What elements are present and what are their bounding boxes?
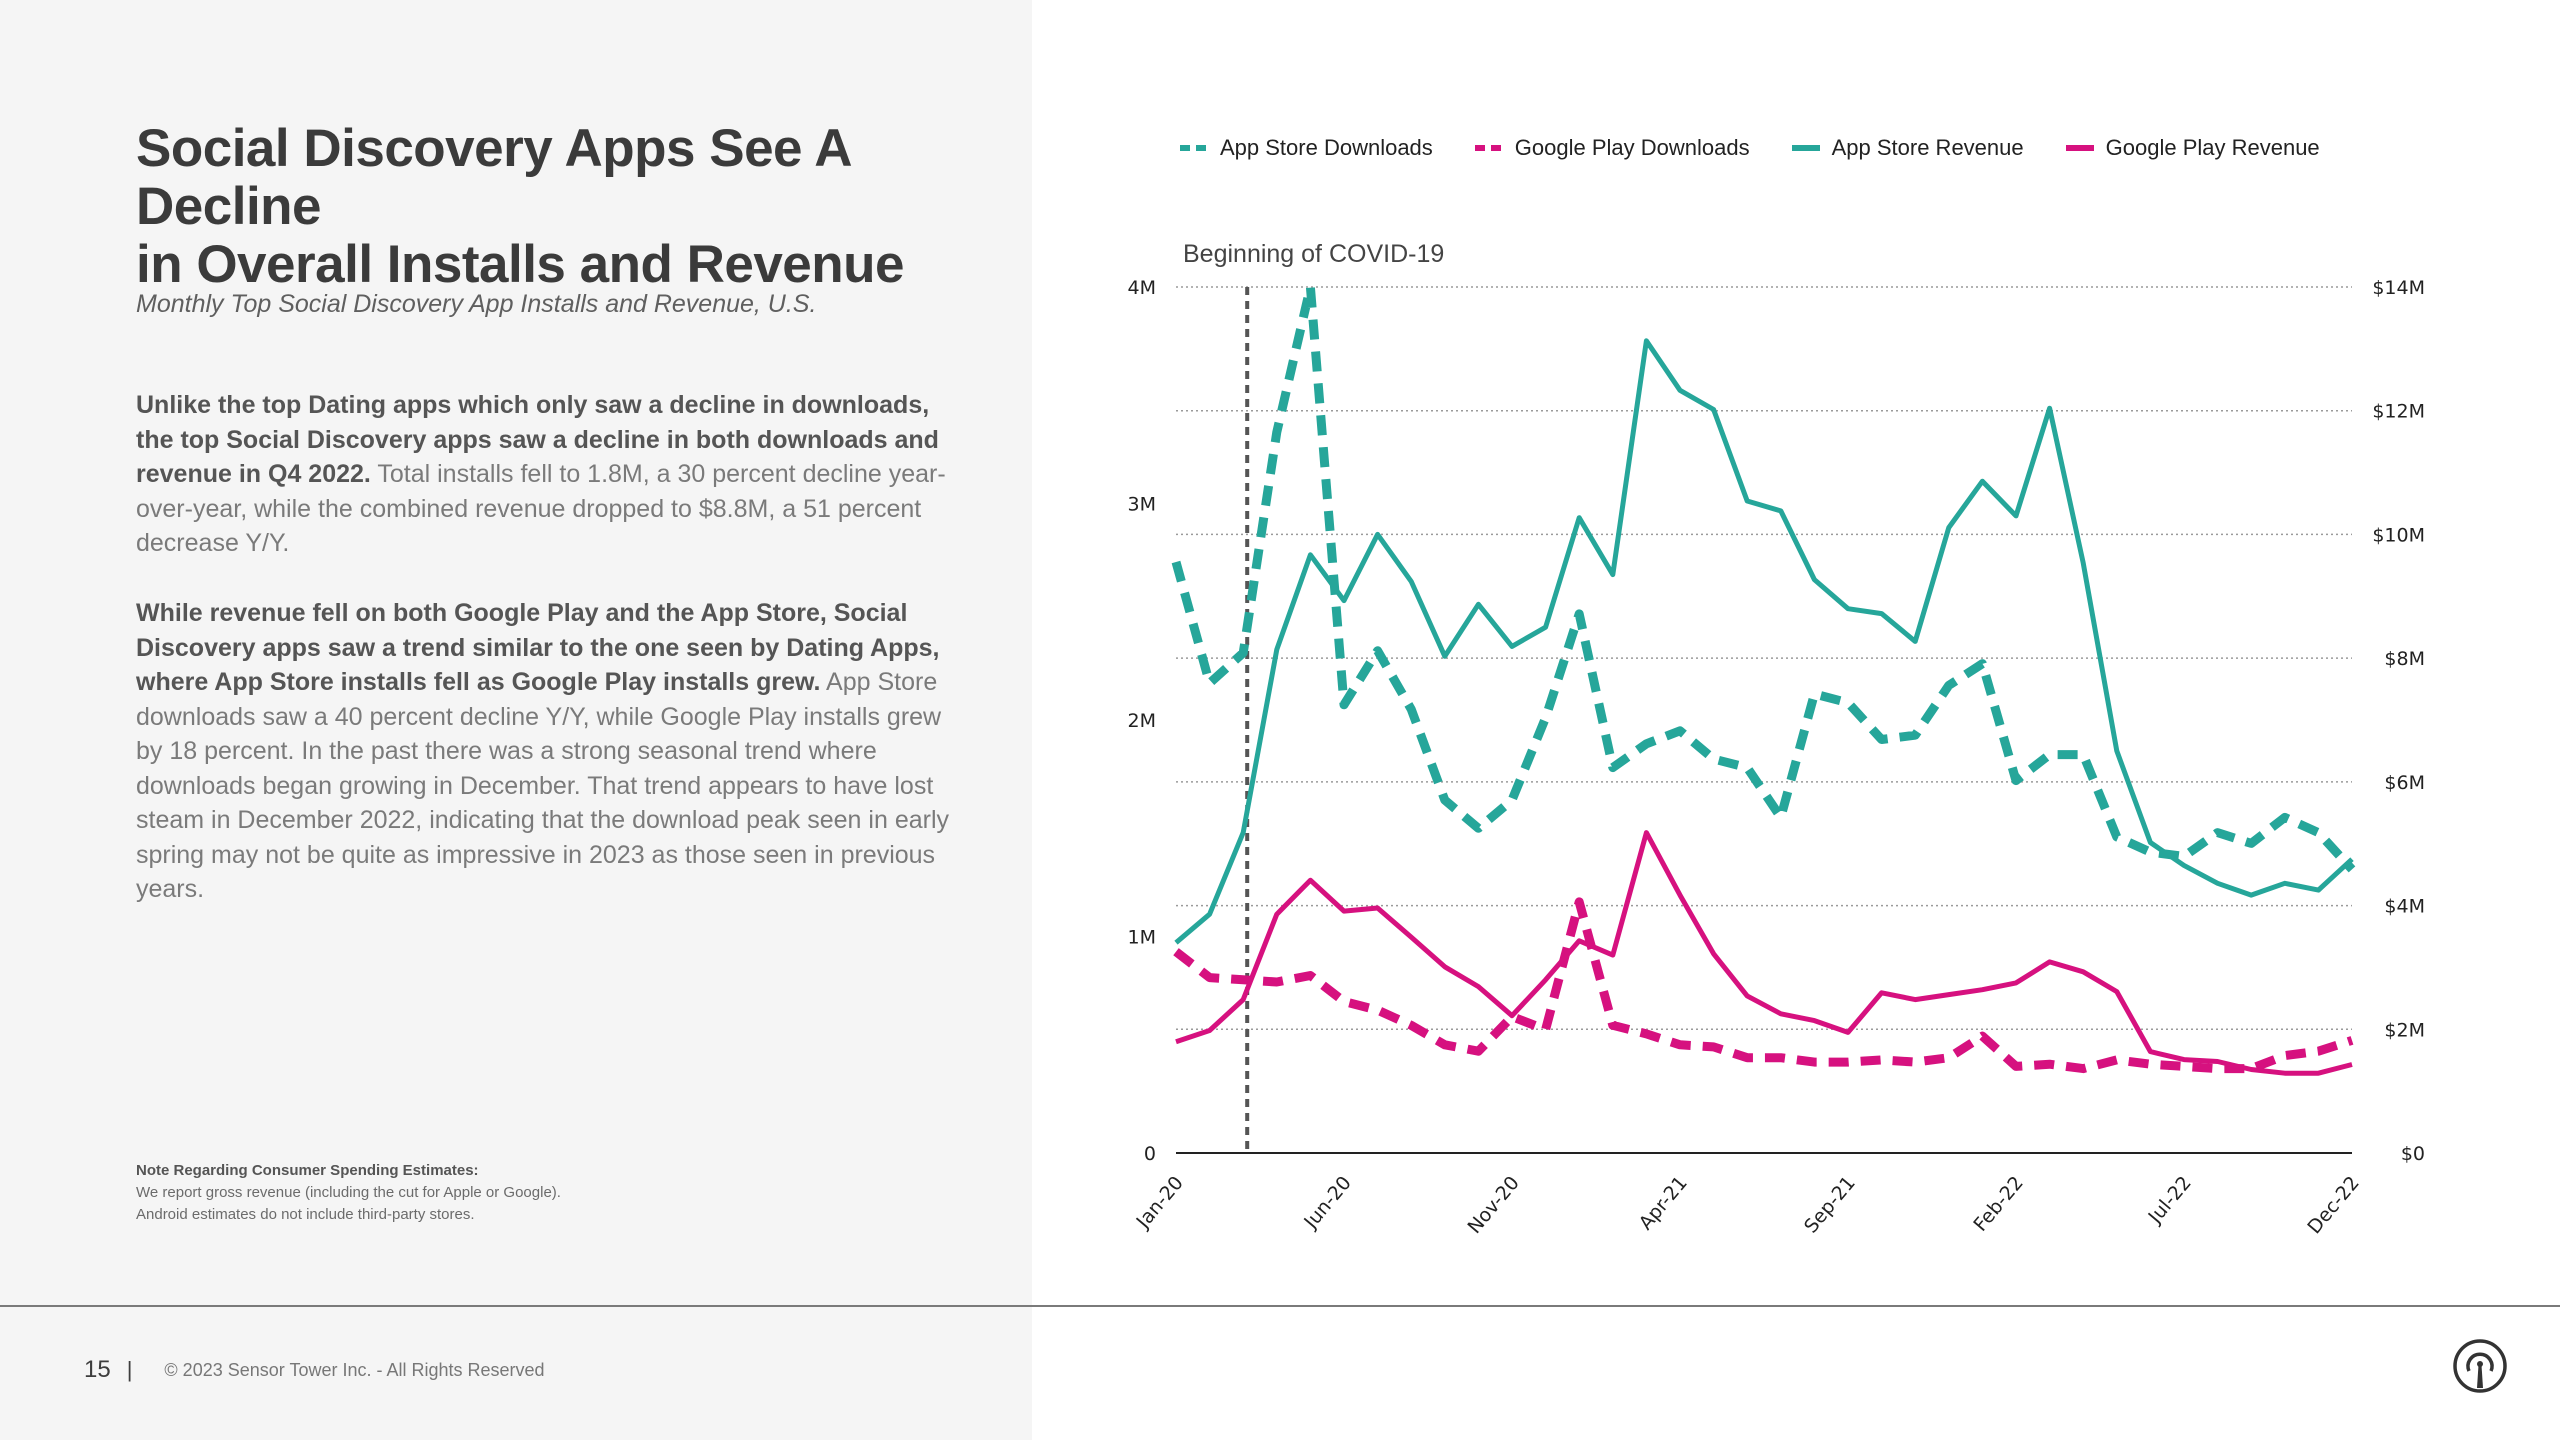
legend-swatch-dashed-teal <box>1180 145 1208 151</box>
legend-item-app-store-downloads[interactable]: App Store Downloads <box>1180 135 1433 161</box>
paragraph-2-bold: While revenue fell on both Google Play a… <box>136 599 940 696</box>
page-number: 15 <box>84 1356 111 1383</box>
legend-label: Google Play Revenue <box>2105 135 2320 160</box>
x-tick-label: Jun-20 <box>1299 1172 1356 1233</box>
sensor-tower-logo-icon <box>2453 1339 2507 1393</box>
note-title: Note Regarding Consumer Spending Estimat… <box>136 1162 479 1179</box>
y-right-tick-label: $12M <box>2372 401 2425 423</box>
x-tick-label: Dec-22 <box>2303 1172 2363 1238</box>
legend-swatch-solid-teal <box>1791 145 1820 151</box>
y-left-tick-label: 3M <box>1128 494 1156 516</box>
legend-swatch-solid-magenta <box>2065 145 2094 151</box>
note-line-1: We report gross revenue (including the c… <box>136 1184 561 1201</box>
legend-swatch-dashed-magenta <box>1474 145 1503 151</box>
footer-divider <box>0 1305 2560 1307</box>
spending-note: Note Regarding Consumer Spending Estimat… <box>136 1160 836 1226</box>
paragraph-2-text: App Store downloads saw a 40 percent dec… <box>136 668 950 903</box>
series-google-play-revenue <box>1175 830 2353 1076</box>
left-text-panel <box>0 0 1032 1440</box>
legend-label: App Store Revenue <box>1831 135 2024 160</box>
grid-lines <box>1176 286 2352 1031</box>
paragraph-1: Unlike the top Dating apps which only sa… <box>136 388 956 561</box>
copyright-text: © 2023 Sensor Tower Inc. - All Rights Re… <box>164 1359 545 1380</box>
title-line-2: in Overall Installs and Revenue <box>136 235 905 294</box>
series-lines <box>1171 282 2356 1076</box>
page-separator: | <box>126 1357 133 1382</box>
x-tick-label: Jan-20 <box>1132 1172 1188 1233</box>
note-line-2: Android estimates do not include third-p… <box>136 1206 475 1223</box>
y-right-tick-label: $4M <box>2384 896 2425 918</box>
legend-item-app-store-revenue[interactable]: App Store Revenue <box>1791 135 2024 161</box>
title-line-1: Social Discovery Apps See A Decline <box>136 119 851 236</box>
y-left-tick-label: 4M <box>1128 277 1156 299</box>
y-right-tick-label: $6M <box>2384 772 2425 794</box>
footer: 15 | © 2023 Sensor Tower Inc. - All Righ… <box>84 1355 545 1385</box>
paragraph-1-bold: Unlike the top Dating apps which only sa… <box>136 391 939 488</box>
x-tick-label: Jul-22 <box>2144 1172 2196 1228</box>
x-tick-label: Apr-21 <box>1635 1172 1692 1234</box>
y-right-tick-label: $8M <box>2384 648 2425 670</box>
y-left-tick-label: 1M <box>1128 927 1156 949</box>
x-tick-label: Feb-22 <box>1969 1172 2027 1236</box>
series-google-play-downloads <box>1173 897 2354 1074</box>
series-app-store-revenue <box>1174 338 2354 945</box>
y-right-tick-label: $0 <box>2401 1143 2425 1165</box>
chart-legend: App Store Downloads Google Play Download… <box>1180 128 2362 168</box>
x-tick-label: Nov-20 <box>1464 1172 1524 1238</box>
page-title: Social Discovery Apps See A Decline in O… <box>136 120 1016 294</box>
y-left-tick-label: 2M <box>1128 710 1156 732</box>
covid-annotation: Beginning of COVID-19 <box>1183 240 1444 268</box>
legend-label: App Store Downloads <box>1220 135 1433 160</box>
paragraph-1-text: Total installs fell to 1.8M, a 30 percen… <box>136 460 946 557</box>
y-right-tick-label: $14M <box>2372 277 2425 299</box>
y-left-tick-label: 0 <box>1144 1143 1156 1165</box>
legend-item-google-play-downloads[interactable]: Google Play Downloads <box>1474 135 1750 161</box>
legend-item-google-play-revenue[interactable]: Google Play Revenue <box>2065 135 2320 161</box>
y-right-tick-label: $2M <box>2384 1019 2425 1041</box>
chart-subtitle: Monthly Top Social Discovery App Install… <box>136 290 817 318</box>
paragraph-2: While revenue fell on both Google Play a… <box>136 596 956 907</box>
legend-label: Google Play Downloads <box>1514 135 1750 160</box>
y-right-tick-label: $10M <box>2372 524 2425 546</box>
x-tick-label: Sep-21 <box>1800 1172 1860 1237</box>
